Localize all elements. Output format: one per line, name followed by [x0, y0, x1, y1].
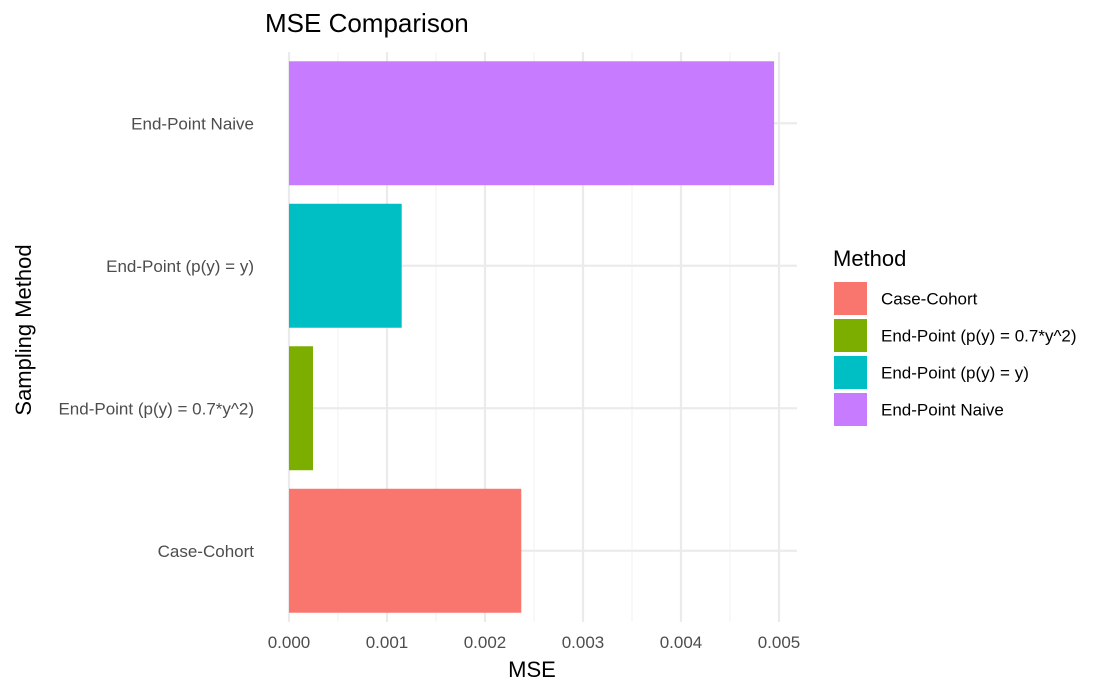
y-tick-label: End-Point (p(y) = 0.7*y^2) [58, 399, 254, 418]
x-tick-label: 0.001 [366, 633, 409, 652]
x-tick-label: 0.002 [464, 633, 507, 652]
legend-key [834, 282, 867, 315]
x-tick-label: 0.000 [268, 633, 311, 652]
y-tick-label: End-Point (p(y) = y) [106, 257, 254, 276]
legend-key [834, 393, 867, 426]
x-tick-label: 0.003 [562, 633, 605, 652]
x-axis-title: MSE [508, 657, 556, 682]
y-axis-title: Sampling Method [11, 244, 36, 415]
chart-title: MSE Comparison [265, 8, 469, 38]
y-tick-label: Case-Cohort [158, 542, 255, 561]
legend-label: End-Point (p(y) = y) [881, 364, 1029, 383]
legend-key [834, 319, 867, 352]
x-tick-label: 0.005 [758, 633, 801, 652]
bar-case-cohort [289, 488, 522, 613]
bar-end-point-p-y-y [289, 203, 402, 328]
legend-key [834, 356, 867, 389]
y-tick-label: End-Point Naive [131, 114, 254, 133]
legend-title: Method [833, 246, 906, 271]
legend-label: End-Point Naive [881, 401, 1004, 420]
legend-label: Case-Cohort [881, 290, 978, 309]
x-tick-label: 0.004 [660, 633, 703, 652]
legend: Method Case-Cohort End-Point (p(y) = 0.7*… [833, 246, 1077, 426]
legend-label: End-Point (p(y) = 0.7*y^2) [881, 327, 1077, 346]
x-tick-labels: 0.000 0.001 0.002 0.003 0.004 0.005 [268, 633, 801, 652]
bar-end-point-naive [289, 61, 775, 186]
y-tick-labels: Case-Cohort End-Point (p(y) = 0.7*y^2) End… [58, 114, 254, 561]
bar-end-point-p-y-0-7-y-2 [289, 346, 314, 471]
bars [289, 61, 775, 613]
